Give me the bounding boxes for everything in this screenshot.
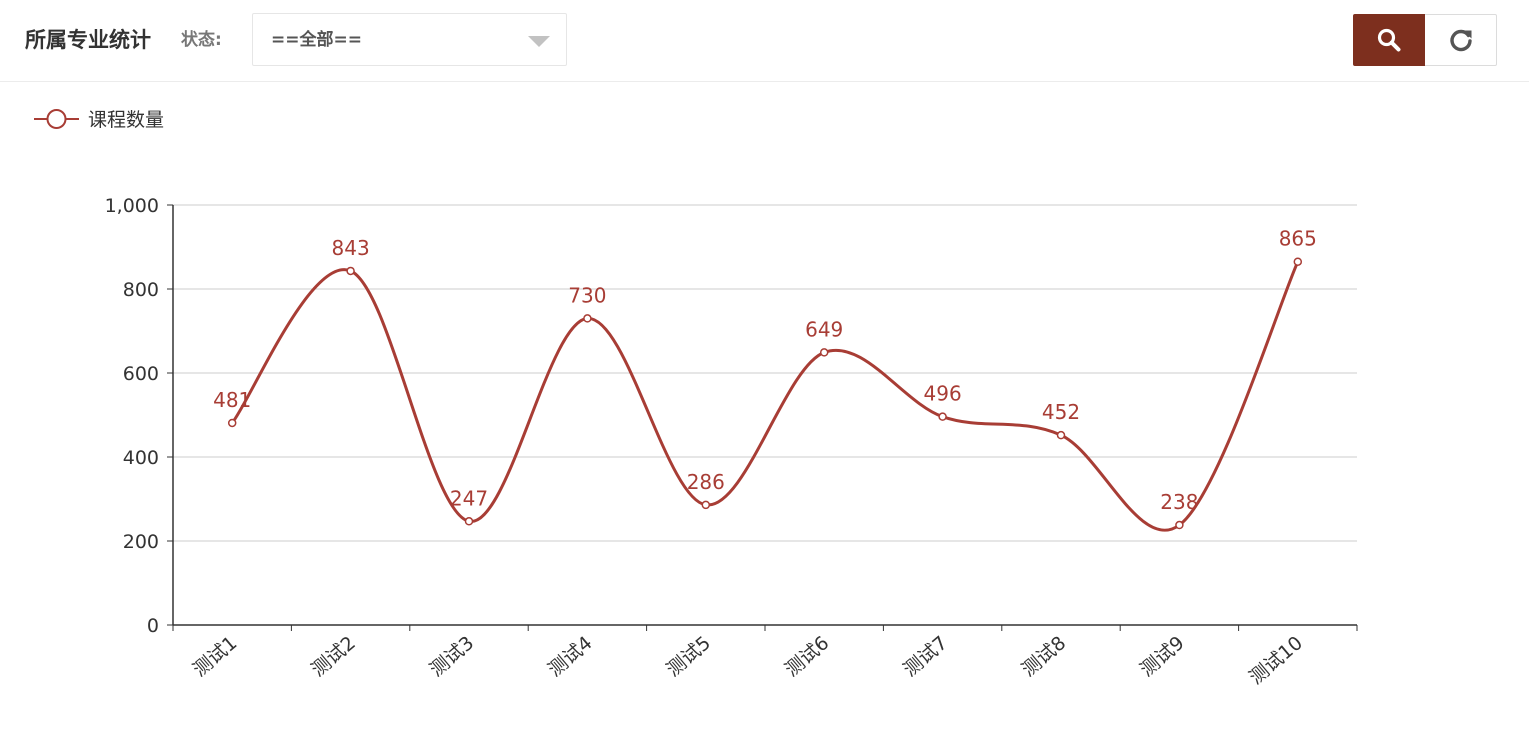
search-button[interactable] [1353,14,1425,66]
data-label: 238 [1160,490,1198,514]
y-tick-label: 800 [123,279,159,301]
reset-button[interactable] [1425,14,1497,66]
toolbar: 所属专业统计 状态: ==全部== [0,0,1529,82]
y-tick-label: 1,000 [105,195,159,217]
x-tick-label: 测试1 [189,632,242,681]
data-label: 481 [213,388,251,412]
status-label: 状态: [181,30,222,50]
status-select-value: ==全部== [271,30,362,50]
data-point [938,412,947,421]
legend: 课程数量 [34,109,164,131]
data-label: 452 [1042,400,1080,424]
x-tick-label: 测试8 [1018,632,1071,681]
y-tick-label: 400 [123,447,159,469]
x-tick-label: 测试5 [662,632,715,681]
data-label: 730 [568,283,606,307]
data-point [1175,520,1184,530]
y-tick-label: 200 [123,531,159,553]
y-tick-label: 0 [147,615,159,637]
data-label: 843 [332,236,370,260]
line-chart: 课程数量 0 200 400 600 800 1,000 测试1 测试2 测试3 测试4 测试5 测试6… [34,109,1358,689]
page-title: 所属专业统计 [25,28,151,52]
data-label: 649 [805,317,843,341]
x-tick-label: 测试10 [1245,632,1307,689]
status-select[interactable]: ==全部== [252,13,567,66]
legend-marker [46,109,67,129]
x-tick-label: 测试2 [307,632,360,681]
legend-label: 课程数量 [88,109,164,131]
data-point [1293,257,1303,266]
data-label: 496 [924,382,962,406]
data-label: 286 [687,470,725,494]
series-line [231,261,1300,532]
x-tick-label: 测试6 [781,632,834,681]
data-point [464,517,474,526]
data-point [1056,430,1066,440]
data-point [819,348,829,357]
x-tick-label: 测试7 [899,632,952,681]
data-point [583,314,592,323]
x-tick-label: 测试4 [544,632,597,681]
data-point [346,266,355,276]
y-tick-label: 600 [123,363,159,385]
x-tick-label: 测试9 [1136,632,1189,681]
chart-area: 课程数量 0 200 400 600 800 1,000 测试1 测试2 测试3 测试4 测试5 测试6… [0,83,1529,745]
action-buttons [1353,14,1497,66]
data-point [701,500,711,510]
data-point [227,418,237,428]
data-label: 247 [450,486,488,510]
chevron-down-icon [528,36,550,47]
refresh-icon [1449,29,1472,52]
x-tick-label: 测试3 [426,632,479,681]
search-icon [1377,28,1401,52]
data-label: 865 [1279,227,1317,251]
